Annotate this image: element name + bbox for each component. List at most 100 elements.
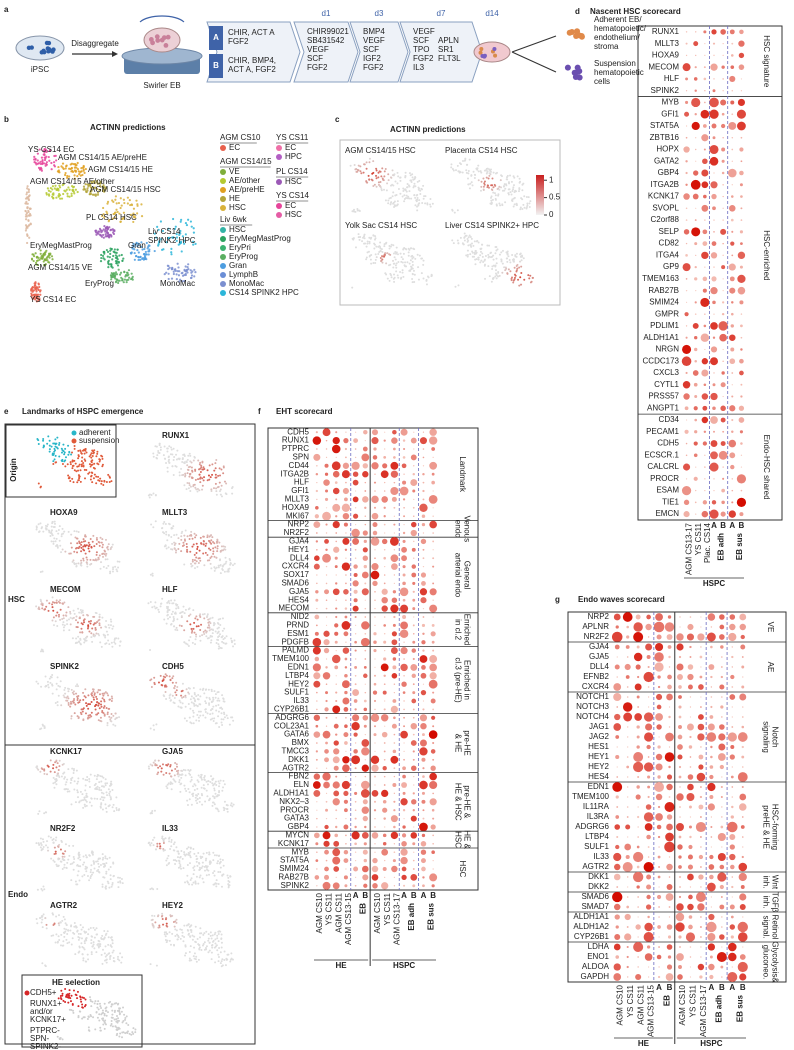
- map-point: [363, 163, 366, 166]
- map-point: [104, 636, 107, 639]
- map-point: [165, 932, 168, 935]
- dot: [737, 274, 746, 284]
- map-point: [100, 480, 103, 483]
- panel-letter: f: [258, 407, 261, 416]
- map-point: [190, 466, 193, 469]
- map-point: [36, 922, 39, 925]
- map-point: [94, 1028, 97, 1031]
- map-point: [169, 848, 172, 851]
- map-point: [408, 190, 411, 193]
- map-point: [91, 945, 94, 948]
- map-point: [178, 862, 181, 865]
- map-point: [199, 467, 202, 470]
- map-point: [467, 244, 470, 247]
- dot: [722, 219, 724, 221]
- map-point: [181, 457, 184, 460]
- umap-point: [135, 242, 138, 245]
- map-point: [92, 452, 95, 455]
- map-point: [510, 199, 513, 202]
- map-point: [392, 191, 395, 194]
- map-point: [178, 773, 181, 776]
- dot: [704, 348, 706, 351]
- map-point: [110, 1003, 113, 1006]
- map-point: [216, 795, 219, 798]
- map-point: [93, 462, 96, 465]
- dot: [683, 499, 690, 506]
- map-point: [192, 702, 195, 705]
- umap-point: [181, 235, 184, 238]
- map-point: [82, 449, 85, 452]
- map-point: [220, 636, 223, 639]
- umap-point: [110, 234, 113, 237]
- map-point: [223, 570, 226, 573]
- map-point: [183, 641, 186, 644]
- dot: [331, 444, 341, 454]
- map-point: [401, 258, 404, 261]
- map-point: [531, 276, 534, 279]
- stage-text: VEGF: [307, 45, 329, 54]
- map-point: [407, 254, 410, 257]
- map-point: [204, 551, 207, 554]
- map-point: [64, 987, 67, 990]
- map-point: [154, 601, 157, 604]
- map-point: [196, 545, 199, 548]
- map-title: Origin: [9, 458, 18, 482]
- map-point: [194, 941, 197, 944]
- map-point: [93, 467, 96, 470]
- umap-point: [190, 274, 194, 277]
- map-point: [192, 881, 195, 884]
- map-point: [392, 266, 395, 269]
- umap-point: [39, 252, 42, 255]
- map-point: [79, 1010, 82, 1013]
- dot: [740, 383, 743, 386]
- map-point: [82, 691, 85, 694]
- umap-point: [122, 198, 125, 201]
- map-point: [111, 789, 114, 792]
- map-point: [194, 796, 197, 799]
- umap-point: [65, 164, 68, 167]
- panel-letter: b: [4, 115, 9, 124]
- map-point: [181, 530, 184, 533]
- map-point: [504, 201, 507, 204]
- map-point: [97, 939, 100, 942]
- dot: [712, 336, 716, 339]
- map-point: [122, 1006, 125, 1009]
- map-point: [84, 805, 87, 808]
- umap-point: [26, 196, 29, 199]
- map-point: [522, 257, 525, 260]
- map-point: [213, 555, 216, 558]
- map-point: [115, 1020, 118, 1023]
- dot: [711, 500, 717, 505]
- map-point: [217, 870, 220, 873]
- map-point: [193, 567, 196, 570]
- map-point: [399, 277, 402, 280]
- map-point: [377, 171, 380, 174]
- map-point: [512, 184, 515, 187]
- map-point: [507, 188, 510, 191]
- map-point: [44, 916, 47, 919]
- umap-point: [153, 232, 156, 235]
- map-point: [467, 183, 470, 186]
- map-point: [195, 560, 198, 563]
- map-point: [171, 932, 174, 935]
- umap-point: [114, 251, 117, 254]
- map-point: [202, 630, 205, 633]
- map-point: [226, 810, 229, 813]
- map-point: [85, 800, 88, 803]
- map-point: [179, 790, 182, 793]
- map-point: [208, 798, 211, 801]
- map-point: [45, 811, 48, 814]
- dot: [728, 510, 736, 518]
- dot: [700, 333, 710, 342]
- dot: [685, 442, 688, 445]
- umap-point: [34, 261, 38, 264]
- map-point: [212, 552, 215, 555]
- map-point: [85, 856, 88, 859]
- map-point: [198, 489, 201, 492]
- map-point: [103, 1002, 106, 1005]
- umap-point: [128, 276, 131, 279]
- map-point: [59, 860, 62, 863]
- stage-text: SCF: [307, 54, 323, 63]
- dot: [692, 193, 699, 200]
- map-point: [211, 635, 214, 638]
